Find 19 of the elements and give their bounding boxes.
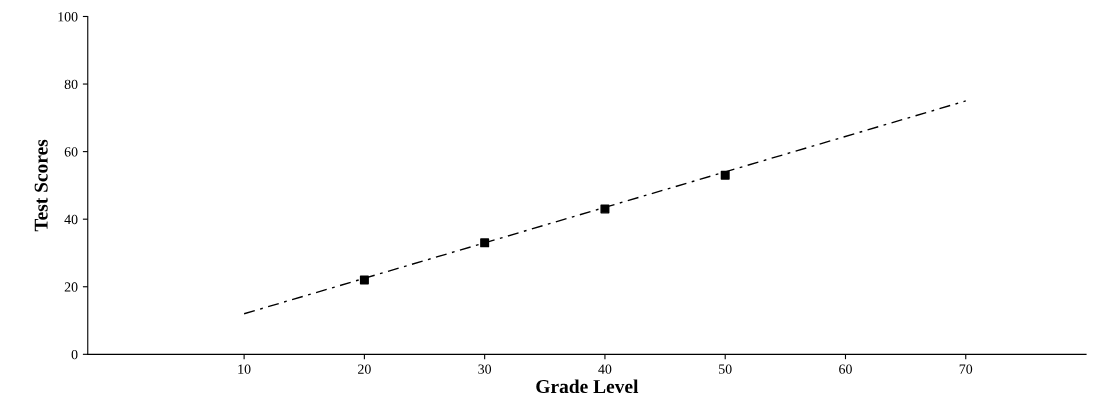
x-axis-title: Grade Level	[536, 379, 639, 394]
x-tick-label: 10	[238, 364, 251, 374]
x-tick-label: 70	[959, 364, 973, 374]
point	[600, 204, 610, 214]
point	[359, 275, 369, 285]
x-tick-label: 20	[358, 364, 371, 374]
x-tick-label: 40	[598, 364, 612, 374]
x-tick-label: 60	[839, 364, 852, 374]
y-tick-label: 40	[64, 214, 78, 225]
y-axis-title: Test Scores	[34, 139, 48, 232]
point	[480, 238, 490, 248]
y-tick-label: 20	[64, 282, 78, 292]
point	[720, 170, 730, 180]
x-tick-label: 50	[719, 364, 732, 374]
y-tick-label: 0	[71, 349, 78, 360]
y-tick-label: 80	[64, 79, 78, 89]
y-tick-label: 100	[58, 12, 78, 22]
x-tick-label: 30	[478, 364, 492, 374]
y-tick-label: 60	[64, 147, 78, 157]
